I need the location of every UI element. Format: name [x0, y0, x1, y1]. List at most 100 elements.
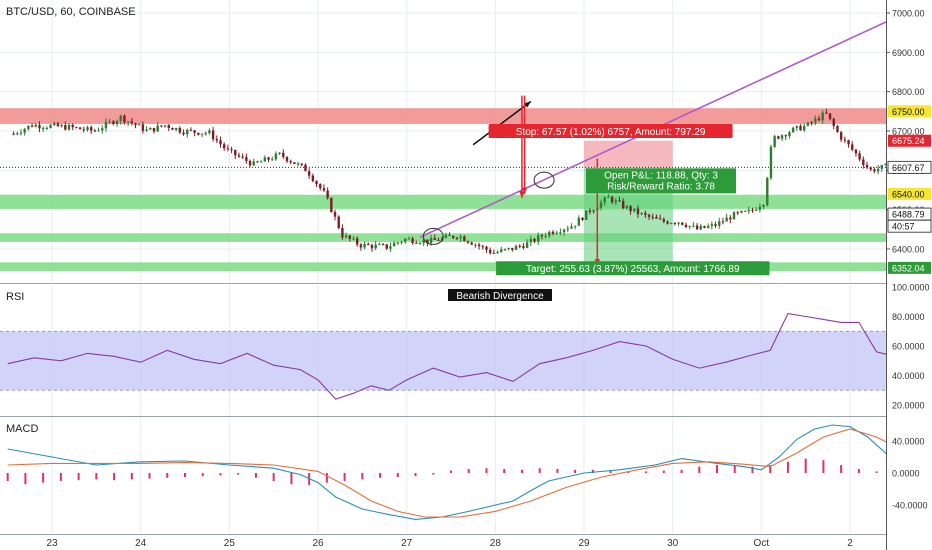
candle-body — [429, 238, 433, 243]
macd-panel-background — [0, 418, 886, 534]
price-tag-label: 6488.79 — [892, 210, 925, 220]
candle-body — [448, 235, 451, 237]
candle-body — [112, 121, 115, 125]
rsi-band — [0, 331, 886, 391]
macd-tick-label: 0.0000 — [892, 469, 920, 479]
candle-body — [851, 144, 854, 150]
candle-body — [245, 157, 248, 161]
macd-histogram-bar — [432, 473, 435, 475]
zone-support-upper — [0, 194, 886, 209]
candle-body — [319, 184, 322, 189]
candle-body — [496, 251, 499, 254]
zone-resistance — [0, 108, 886, 124]
candle-body — [799, 125, 802, 131]
divergence-label: Bearish Divergence — [456, 291, 544, 302]
x-tick-label: 30 — [667, 538, 679, 549]
candle-body — [381, 244, 385, 246]
rsi-panel[interactable]: Bearish Divergence RSI — [0, 285, 932, 415]
candle-body — [45, 127, 49, 129]
candle-body — [341, 228, 344, 238]
candle-body — [621, 201, 625, 209]
candle-body — [411, 238, 414, 243]
pnl-box — [586, 168, 736, 194]
macd-tick-label: 40.0000 — [892, 437, 925, 447]
macd-histogram-bar — [875, 471, 878, 473]
candle-body — [123, 115, 126, 123]
macd-line — [7, 424, 932, 520]
candle-body — [559, 232, 562, 234]
drawings[interactable]: Stop: 67.57 (1.02%) 6757, Amount: 797.29… — [419, 0, 932, 323]
candle-body — [208, 130, 211, 134]
rsi-tick-label: 60.0000 — [892, 342, 925, 352]
macd-histogram-bar — [24, 473, 27, 485]
candle-body — [315, 181, 318, 185]
macd-histogram-bar — [325, 473, 328, 483]
candle-body — [422, 239, 425, 243]
x-tick-label: Oct — [754, 538, 770, 549]
candle-body — [433, 238, 436, 240]
candle-body — [415, 242, 418, 244]
signal-line — [7, 428, 932, 518]
candle-body — [64, 125, 67, 130]
candle-body — [38, 124, 41, 129]
candle-body — [378, 244, 381, 246]
candle-body — [359, 244, 363, 248]
candle-body — [884, 163, 887, 165]
price-tag-label: 6352.04 — [892, 263, 925, 273]
candle-body — [282, 152, 285, 157]
macd-histogram-bar — [95, 473, 98, 480]
candle-body — [93, 130, 97, 132]
candle-body — [322, 188, 326, 191]
candle-body — [104, 121, 108, 129]
macd-histogram-bar — [130, 473, 133, 480]
candle-body — [193, 130, 196, 133]
candle-body — [418, 242, 422, 244]
candle-body — [385, 244, 388, 249]
y-tick-label: 6400.00 — [892, 245, 925, 255]
candle-body — [592, 210, 595, 213]
candle-body — [396, 242, 400, 244]
candle-body — [452, 235, 455, 238]
time-axis[interactable]: 23 24 25 26 27 28 29 30 Oct 2 — [0, 535, 886, 550]
price-tag — [887, 219, 932, 233]
candle-body — [200, 133, 204, 135]
macd-histogram-bar — [6, 473, 9, 481]
rsi-tick-label: 40.0000 — [892, 371, 925, 381]
candle-body — [89, 127, 93, 131]
macd-histogram-bar — [254, 473, 257, 478]
candle-body — [186, 129, 189, 135]
target-label: Target: 255.63 (3.87%) 25563, Amount: 17… — [526, 264, 740, 275]
candle-body — [219, 140, 222, 145]
candle-body — [503, 248, 507, 250]
candle-body — [311, 175, 315, 182]
candle-body — [570, 226, 573, 229]
candle-body — [644, 212, 647, 215]
candle-body — [67, 124, 71, 130]
candle-body — [854, 149, 858, 154]
candle-body — [695, 225, 699, 230]
macd-panel[interactable]: MACD — [0, 418, 932, 534]
price-scale-background — [886, 0, 932, 550]
target-label-box — [496, 261, 770, 276]
candle-body — [703, 225, 706, 228]
price-tag-label: 6675.24 — [892, 136, 925, 146]
candle-body — [500, 249, 503, 252]
candle-body — [363, 243, 366, 248]
candle-body — [437, 239, 440, 241]
macd-histogram-bar — [804, 458, 807, 473]
price-tag — [888, 187, 931, 200]
candle-body — [75, 127, 78, 129]
candle-body — [30, 125, 34, 127]
macd-histogram-bar — [520, 469, 523, 473]
macd-histogram-bar — [503, 469, 506, 473]
rsi-plot: Bearish Divergence — [0, 289, 932, 400]
candle-body — [736, 212, 739, 214]
candle-body — [677, 222, 680, 224]
candle-body — [466, 241, 470, 243]
candle-body — [138, 124, 141, 126]
candle-body — [825, 112, 828, 114]
price-scale[interactable]: 7000.006900.006800.006700.006600.006500.… — [886, 0, 932, 550]
price-panel[interactable]: Stop: 67.57 (1.02%) 6757, Amount: 797.29… — [0, 0, 932, 323]
candle-body — [673, 223, 677, 225]
